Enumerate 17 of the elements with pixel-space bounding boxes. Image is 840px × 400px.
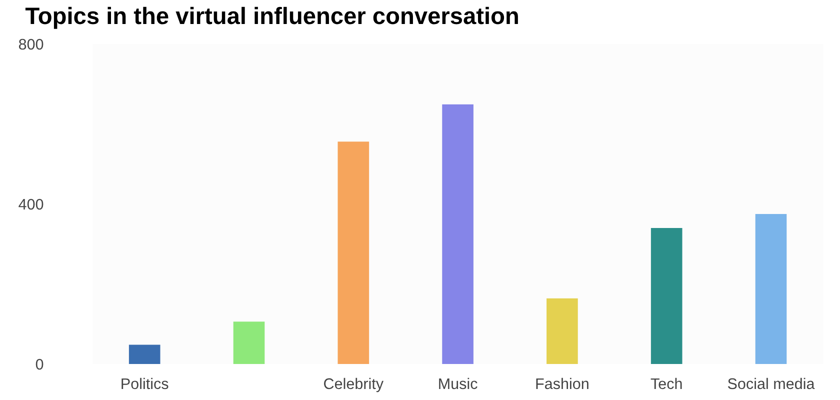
- bar: [650, 228, 682, 364]
- x-tick-label: Music: [439, 378, 478, 390]
- y-tick-label: 800: [18, 38, 44, 50]
- bar: [546, 298, 578, 364]
- x-tick-label: Fashion: [536, 378, 588, 390]
- y-tick-label: 0: [36, 358, 44, 370]
- y-tick-label: 400: [18, 198, 44, 210]
- bar: [338, 142, 370, 364]
- x-tick-label: Social media: [728, 378, 815, 390]
- x-tick-label: Tech: [650, 378, 682, 390]
- chart-title: Topics in the virtual influencer conversation: [25, 6, 518, 29]
- x-tick-label: Politics: [122, 378, 168, 390]
- bar: [128, 344, 160, 364]
- bar: [755, 214, 787, 364]
- bar: [233, 322, 265, 364]
- x-tick-label: Celebrity: [324, 378, 384, 392]
- bar: [442, 104, 474, 364]
